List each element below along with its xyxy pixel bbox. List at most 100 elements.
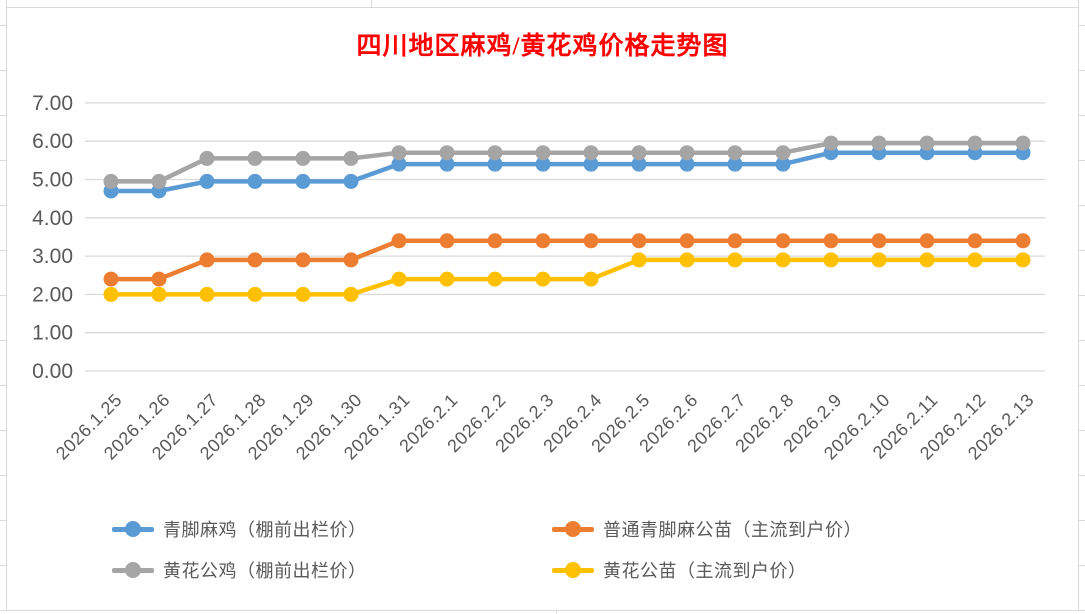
y-axis-tick-label: 4.00: [32, 207, 73, 230]
y-axis-tick-label: 2.00: [32, 283, 73, 306]
series-marker-putong-qingjiaoma-gongmiao: [247, 252, 263, 268]
series-marker-huanghua-gongmiao: [583, 271, 599, 287]
series-marker-huanghua-gongmiao: [1015, 252, 1031, 268]
y-axis-tick-label: 0.00: [32, 360, 73, 383]
series-marker-qingjiao-maji: [439, 156, 455, 172]
series-marker-huanghua-gongmiao: [247, 286, 263, 302]
y-axis-tick-label: 5.00: [32, 169, 73, 192]
spreadsheet-gridline-stub: [0, 115, 6, 116]
series-line-qingjiao-maji: [108, 150, 1026, 194]
series-marker-qingjiao-maji: [343, 173, 359, 189]
series-marker-putong-qingjiaoma-gongmiao: [583, 233, 599, 249]
spreadsheet-gridline-stub: [1079, 430, 1085, 431]
legend-label: 黄花公苗（主流到户价）: [603, 561, 807, 581]
spreadsheet-gridline-stub: [1079, 475, 1085, 476]
series-marker-huanghua-gongji: [583, 145, 599, 161]
series-marker-huanghua-gongmiao: [199, 286, 215, 302]
series-marker-putong-qingjiaoma-gongmiao: [487, 233, 503, 249]
series-marker-qingjiao-maji: [295, 173, 311, 189]
spreadsheet-gridline-stub: [1079, 340, 1085, 341]
series-marker-huanghua-gongmiao: [775, 252, 791, 268]
series-marker-huanghua-gongji: [295, 150, 311, 166]
legend-item-huanghua-gongji: 黄花公鸡（棚前出栏价）: [112, 557, 552, 583]
series-marker-qingjiao-maji: [775, 156, 791, 172]
spreadsheet-gridline-stub: [0, 475, 6, 476]
series-marker-putong-qingjiaoma-gongmiao: [967, 233, 983, 249]
series-marker-qingjiao-maji: [247, 173, 263, 189]
chart-title: 四川地区麻鸡/黄花鸡价格走势图: [356, 33, 729, 60]
series-marker-huanghua-gongji: [823, 135, 839, 151]
chart-border-left: [6, 0, 7, 610]
spreadsheet-gridline-stub: [0, 520, 6, 521]
spreadsheet-gridline-stub: [0, 340, 6, 341]
y-axis-tick-label: 7.00: [32, 92, 73, 115]
series-marker-huanghua-gongmiao: [631, 252, 647, 268]
spreadsheet-gridline-stub: [1079, 295, 1085, 296]
legend-line-marker-icon: [552, 557, 594, 583]
series-marker-huanghua-gongmiao: [679, 252, 695, 268]
spreadsheet-gridline-stub: [1079, 250, 1085, 251]
series-marker-huanghua-gongji: [487, 145, 503, 161]
series-marker-huanghua-gongji: [535, 145, 551, 161]
chart-border-top: [6, 7, 1078, 8]
spreadsheet-gridline-stub: [1079, 520, 1085, 521]
y-axis-tick-label: 1.00: [32, 322, 73, 345]
series-marker-putong-qingjiaoma-gongmiao: [103, 271, 119, 287]
series-marker-huanghua-gongji: [679, 145, 695, 161]
series-marker-qingjiao-maji: [391, 156, 407, 172]
series-marker-qingjiao-maji: [487, 156, 503, 172]
series-marker-qingjiao-maji: [679, 156, 695, 172]
spreadsheet-gridline-stub: [0, 565, 6, 566]
series-marker-huanghua-gongmiao: [823, 252, 839, 268]
series-marker-huanghua-gongmiao: [391, 271, 407, 287]
legend-label: 青脚麻鸡（棚前出栏价）: [163, 520, 367, 540]
series-marker-huanghua-gongji: [871, 135, 887, 151]
series-marker-huanghua-gongmiao: [295, 286, 311, 302]
legend-item-putong-qingjiaoma-gongmiao: 普通青脚麻公苗（主流到户价）: [552, 516, 992, 542]
series-marker-huanghua-gongmiao: [535, 271, 551, 287]
series-marker-putong-qingjiaoma-gongmiao: [1015, 233, 1031, 249]
legend-item-huanghua-gongmiao: 黄花公苗（主流到户价）: [552, 557, 992, 583]
series-marker-huanghua-gongji: [727, 145, 743, 161]
spreadsheet-gridline-stub: [0, 430, 6, 431]
series-marker-huanghua-gongji: [247, 150, 263, 166]
series-marker-putong-qingjiaoma-gongmiao: [727, 233, 743, 249]
series-marker-huanghua-gongji: [439, 145, 455, 161]
spreadsheet-gridline-stub: [1079, 25, 1085, 26]
series-marker-putong-qingjiaoma-gongmiao: [199, 252, 215, 268]
series-marker-huanghua-gongji: [199, 150, 215, 166]
series-marker-huanghua-gongmiao: [919, 252, 935, 268]
series-marker-huanghua-gongmiao: [151, 286, 167, 302]
series-marker-putong-qingjiaoma-gongmiao: [631, 233, 647, 249]
series-marker-qingjiao-maji: [727, 156, 743, 172]
legend-label: 普通青脚麻公苗（主流到户价）: [603, 520, 862, 540]
spreadsheet-gridline-stub: [1079, 205, 1085, 206]
series-marker-qingjiao-maji: [583, 156, 599, 172]
series-marker-huanghua-gongji: [1015, 135, 1031, 151]
series-marker-huanghua-gongji: [103, 173, 119, 189]
series-marker-putong-qingjiaoma-gongmiao: [439, 233, 455, 249]
series-marker-huanghua-gongji: [391, 145, 407, 161]
series-marker-putong-qingjiaoma-gongmiao: [535, 233, 551, 249]
legend-line-marker-icon: [112, 557, 154, 583]
legend-line-marker-icon: [552, 516, 594, 542]
series-marker-qingjiao-maji: [535, 156, 551, 172]
spreadsheet-gridline-stub: [0, 70, 6, 71]
spreadsheet-gridline-stub: [0, 205, 6, 206]
series-marker-huanghua-gongji: [967, 135, 983, 151]
series-marker-putong-qingjiaoma-gongmiao: [775, 233, 791, 249]
spreadsheet-gridline-stub: [1079, 70, 1085, 71]
series-marker-putong-qingjiaoma-gongmiao: [151, 271, 167, 287]
chart-border-right: [1078, 0, 1079, 610]
spreadsheet-gridline-stub: [0, 25, 6, 26]
spreadsheet-gridline-stub: [1079, 115, 1085, 116]
series-marker-putong-qingjiaoma-gongmiao: [823, 233, 839, 249]
series-marker-putong-qingjiaoma-gongmiao: [391, 233, 407, 249]
series-marker-huanghua-gongji: [343, 150, 359, 166]
series-line-huanghua-gongji: [108, 140, 1026, 184]
y-axis-tick-label: 6.00: [32, 130, 73, 153]
spreadsheet-gridline-stub: [1079, 160, 1085, 161]
spreadsheet-gridline-stub: [556, 611, 557, 614]
series-marker-huanghua-gongmiao: [871, 252, 887, 268]
